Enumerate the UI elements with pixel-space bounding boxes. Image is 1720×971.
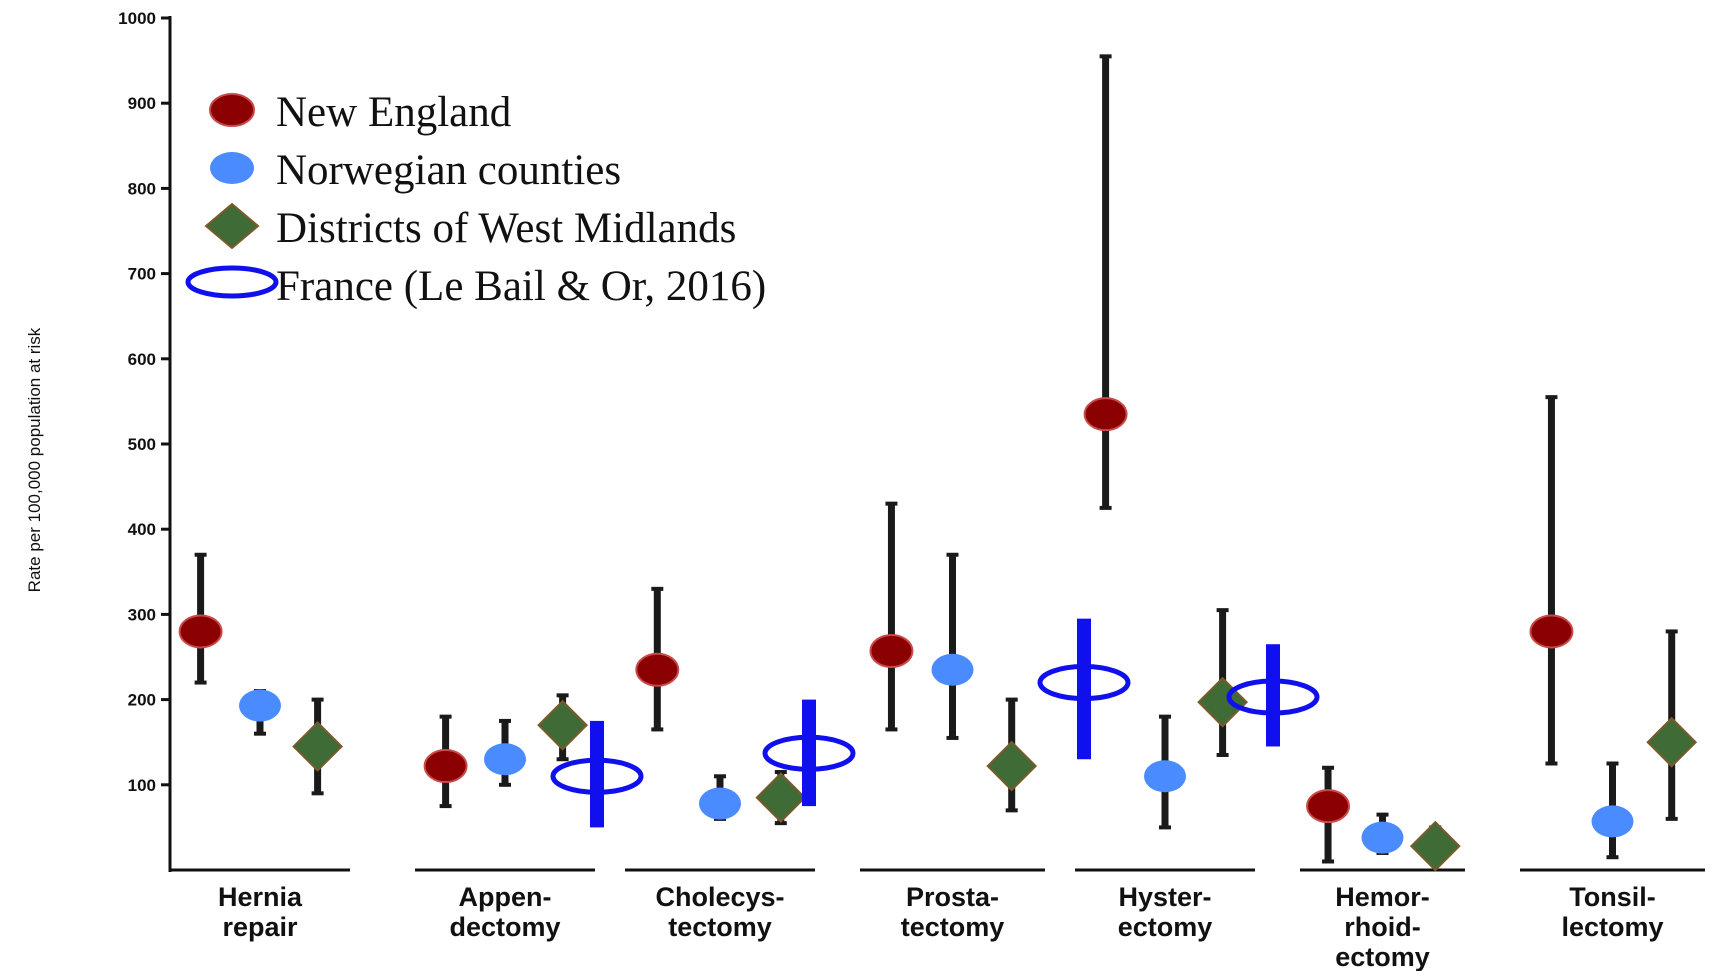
legend-label: Districts of West Midlands xyxy=(276,205,736,252)
point-districts-of-west-midlands-hemorrhoidectomy xyxy=(1409,820,1461,872)
legend-entry-france-le-bail-or-2016-: France (Le Bail & Or, 2016) xyxy=(185,263,766,310)
y-tick-label: 500 xyxy=(128,435,156,454)
point-norwegian-counties-hemorrhoidectomy xyxy=(1361,812,1404,855)
legend-marker xyxy=(185,265,279,299)
marker xyxy=(1409,820,1461,872)
y-tick-label: 100 xyxy=(128,776,156,795)
point-france-le-bail-or-2016--hysterectomy xyxy=(1037,618,1131,760)
category-label-cholecystectomy: tectomy xyxy=(668,912,772,942)
category-label-prostatectomy: tectomy xyxy=(901,912,1005,942)
category-label-hernia: repair xyxy=(222,912,298,942)
marker xyxy=(635,652,680,687)
marker xyxy=(986,740,1038,792)
category-label-prostatectomy: Prosta- xyxy=(906,882,999,912)
range-bar xyxy=(802,699,816,807)
point-districts-of-west-midlands-hernia xyxy=(292,697,344,796)
legend-label: New England xyxy=(276,89,511,136)
point-norwegian-counties-appendectomy xyxy=(484,718,526,787)
marker xyxy=(239,689,281,722)
legend-entry-districts-of-west-midlands: Districts of West Midlands xyxy=(204,202,736,252)
category-label-hernia: Hernia xyxy=(218,882,303,912)
legend-marker xyxy=(204,202,260,250)
marker xyxy=(931,653,974,686)
legend-marker xyxy=(209,93,255,127)
marker xyxy=(1144,760,1186,793)
legend-label: France (Le Bail & Or, 2016) xyxy=(276,263,766,310)
point-new-england-appendectomy xyxy=(423,714,468,809)
point-norwegian-counties-tonsillectomy xyxy=(1591,761,1634,860)
marker xyxy=(762,734,856,772)
legend: New England Norwegian counties Districts o… xyxy=(185,89,766,310)
marker xyxy=(1361,821,1404,854)
marker xyxy=(699,787,741,820)
point-new-england-hemorrhoidectomy xyxy=(1306,765,1351,864)
point-districts-of-west-midlands-cholecystectomy xyxy=(755,770,807,826)
y-tick-label: 200 xyxy=(128,691,156,710)
category-label-cholecystectomy: Cholecys- xyxy=(655,882,784,912)
y-axis: 100 200 300 400 500 600 700 800 900 1000 xyxy=(118,9,172,872)
range-bar xyxy=(1266,644,1280,747)
point-norwegian-counties-hernia xyxy=(239,689,281,736)
marker xyxy=(550,757,644,795)
category-label-hysterectomy: Hyster- xyxy=(1118,882,1211,912)
point-districts-of-west-midlands-hysterectomy xyxy=(1197,608,1249,757)
marker xyxy=(1591,805,1634,838)
point-norwegian-counties-hysterectomy xyxy=(1144,714,1186,830)
category-label-hemorrhoidectomy: Hemor- xyxy=(1335,882,1430,912)
marker xyxy=(292,721,344,772)
y-tick-label: 900 xyxy=(128,94,156,113)
point-new-england-cholecystectomy xyxy=(635,586,680,732)
y-tick-label: 300 xyxy=(128,605,156,624)
category-label-hemorrhoidectomy: ectomy xyxy=(1335,942,1430,971)
marker xyxy=(869,634,914,669)
y-tick-label: 700 xyxy=(128,265,156,284)
point-new-england-prostatectomy xyxy=(869,501,914,732)
point-france-le-bail-or-2016--hysterectomy xyxy=(1226,644,1320,747)
marker xyxy=(1226,678,1320,716)
point-new-england-hysterectomy xyxy=(1083,54,1128,510)
point-france-le-bail-or-2016--appendectomy xyxy=(550,720,644,828)
y-tick-label: 1000 xyxy=(118,9,156,28)
legend-label: Norwegian counties xyxy=(276,147,621,194)
category-label-hemorrhoidectomy: rhoid- xyxy=(1344,912,1420,942)
y-tick-label: 600 xyxy=(128,350,156,369)
range-bar xyxy=(1077,618,1091,760)
marker xyxy=(755,772,807,823)
marker xyxy=(1037,664,1131,702)
y-axis-label: Rate per 100,000 population at risk xyxy=(25,327,44,592)
plot-area xyxy=(178,54,1698,872)
category-label-tonsillectomy: Tonsil- xyxy=(1569,882,1655,912)
range-bar xyxy=(590,720,604,828)
legend-marker xyxy=(210,152,254,184)
category-label-tonsillectomy: lectomy xyxy=(1561,912,1663,942)
point-districts-of-west-midlands-prostatectomy xyxy=(986,697,1038,813)
marker xyxy=(178,614,223,649)
point-districts-of-west-midlands-tonsillectomy xyxy=(1646,629,1698,821)
category-label-hysterectomy: ectomy xyxy=(1118,912,1213,942)
point-new-england-hernia xyxy=(178,552,223,685)
marker xyxy=(1646,716,1698,768)
legend-entry-new-england: New England xyxy=(209,89,511,136)
marker xyxy=(1083,397,1128,432)
legend-entry-norwegian-counties: Norwegian counties xyxy=(210,147,621,194)
point-norwegian-counties-prostatectomy xyxy=(931,552,974,740)
marker xyxy=(537,699,589,751)
point-france-le-bail-or-2016--cholecystectomy xyxy=(762,699,856,807)
category-label-appendectomy: dectomy xyxy=(449,912,560,942)
y-tick-label: 400 xyxy=(128,520,156,539)
marker xyxy=(423,749,468,784)
y-tick-label: 800 xyxy=(128,179,156,198)
category-label-appendectomy: Appen- xyxy=(459,882,552,912)
point-districts-of-west-midlands-appendectomy xyxy=(537,693,589,762)
marker xyxy=(1529,614,1574,649)
point-new-england-tonsillectomy xyxy=(1529,395,1574,766)
point-norwegian-counties-cholecystectomy xyxy=(699,774,741,821)
marker xyxy=(1306,789,1351,824)
marker xyxy=(484,743,526,776)
